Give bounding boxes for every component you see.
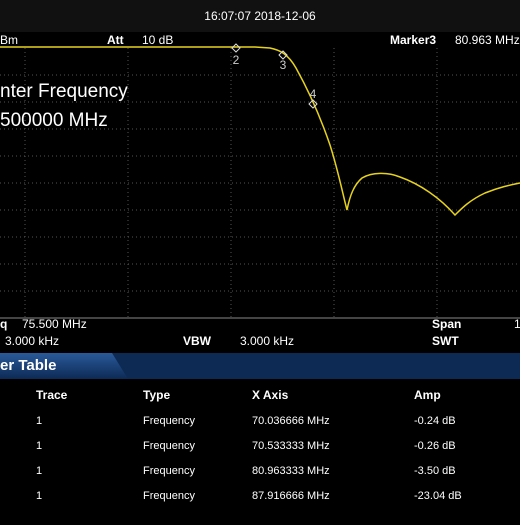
swt-label: SWT	[432, 334, 459, 348]
column-header: Amp	[414, 388, 441, 402]
marker-value: 80.963 MHz	[455, 33, 520, 47]
column-header: Type	[143, 388, 170, 402]
table-cell: -0.24 dB	[414, 415, 456, 427]
graticule	[0, 48, 520, 318]
table-cell: 1	[36, 465, 42, 477]
table-cell: -23.04 dB	[414, 490, 462, 502]
column-header: X Axis	[252, 388, 289, 402]
marker-label: Marker3	[390, 33, 436, 47]
att-label: Att	[107, 33, 124, 47]
table-cell: 70.533333 MHz	[252, 440, 330, 452]
table-cell: Frequency	[143, 440, 195, 452]
marker-number: 2	[233, 53, 240, 67]
vbw-label: VBW	[183, 334, 212, 348]
table-cell: 1	[36, 490, 42, 502]
table-cell: Frequency	[143, 490, 195, 502]
center-label: nter Frequency	[0, 81, 128, 102]
table-title: er Table	[0, 357, 56, 374]
span-value: 1	[514, 317, 520, 331]
table-cell: 1	[36, 415, 42, 427]
table-cell: -0.26 dB	[414, 440, 456, 452]
top-bar	[0, 0, 520, 32]
table-cell: Frequency	[143, 415, 195, 427]
marker-icon	[308, 99, 318, 109]
table-cell: 1	[36, 440, 42, 452]
trace	[0, 46, 520, 217]
center-value: 500000 MHz	[0, 110, 108, 131]
table-cell: Frequency	[143, 465, 195, 477]
ref-unit: Bm	[0, 33, 18, 47]
rbw-value: 3.000 kHz	[5, 334, 59, 348]
marker-table: Trace Type X Axis Amp 1 Frequency 70.036666 MH…	[36, 388, 462, 502]
timestamp: 16:07:07 2018-12-06	[204, 9, 316, 23]
freq-value: 75.500 MHz	[22, 317, 87, 331]
span-label: Span	[432, 317, 461, 331]
marker-icon	[278, 50, 288, 60]
column-header: Trace	[36, 388, 68, 402]
table-cell: 80.963333 MHz	[252, 465, 330, 477]
freq-label: q	[0, 317, 7, 331]
marker-number: 4	[310, 87, 317, 101]
marker-number: 3	[280, 58, 287, 72]
att-value: 10 dB	[142, 33, 173, 47]
vbw-value: 3.000 kHz	[240, 334, 294, 348]
table-tab	[0, 353, 128, 379]
marker-icon	[231, 43, 241, 53]
table-cell: 70.036666 MHz	[252, 415, 330, 427]
table-cell: 87.916666 MHz	[252, 490, 330, 502]
table-cell: -3.50 dB	[414, 465, 456, 477]
